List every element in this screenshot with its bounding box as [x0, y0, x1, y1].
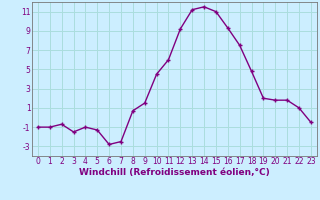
X-axis label: Windchill (Refroidissement éolien,°C): Windchill (Refroidissement éolien,°C) [79, 168, 270, 177]
